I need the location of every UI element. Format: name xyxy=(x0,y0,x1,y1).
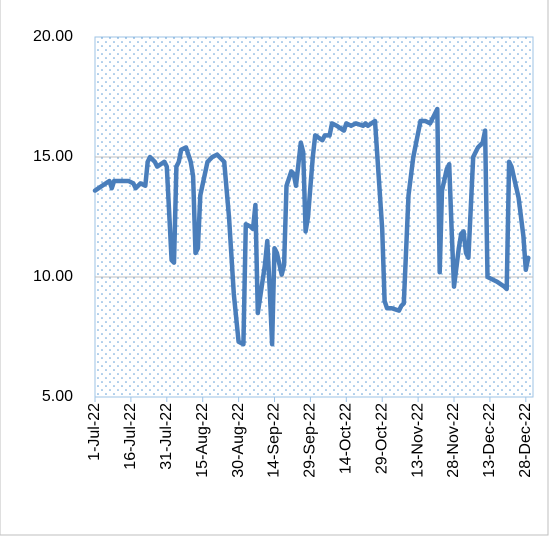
x-tick-label: 30-Aug-22 xyxy=(230,403,247,478)
x-tick-label: 31-Jul-22 xyxy=(158,403,175,470)
y-tick-label: 20.00 xyxy=(33,28,73,45)
data-line xyxy=(92,106,531,347)
x-tick-label: 28-Dec-22 xyxy=(517,403,534,478)
x-tick-label: 15-Aug-22 xyxy=(194,403,211,478)
x-tick-label: 16-Jul-22 xyxy=(122,403,139,470)
x-tick-label: 14-Oct-22 xyxy=(338,403,355,474)
y-tick-label: 5.00 xyxy=(42,388,73,405)
y-tick-label: 15.00 xyxy=(33,148,73,165)
x-tick-label: 29-Sep-22 xyxy=(302,403,319,478)
x-tick-label: 14-Sep-22 xyxy=(266,403,283,478)
x-tick-label: 28-Nov-22 xyxy=(445,403,462,478)
x-tick-label: 29-Oct-22 xyxy=(373,403,390,474)
x-tick-label: 13-Nov-22 xyxy=(409,403,426,478)
plot-area xyxy=(94,36,534,398)
x-tick-label: 1-Jul-22 xyxy=(86,403,103,461)
y-tick-label: 10.00 xyxy=(33,268,73,285)
x-tick-label: 13-Dec-22 xyxy=(481,403,498,478)
